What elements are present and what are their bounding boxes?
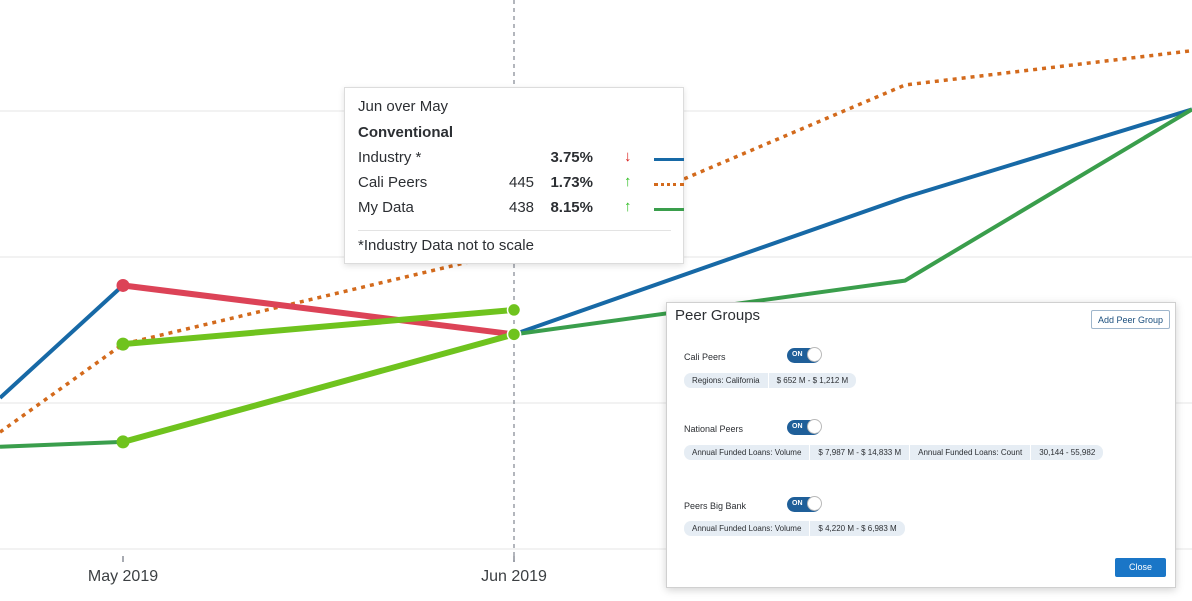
toggle-on-label: ON <box>792 423 803 430</box>
legend-swatch-my-data <box>654 208 684 211</box>
data-point[interactable] <box>506 327 522 342</box>
tooltip-title: Jun over May <box>358 98 449 115</box>
toggle-knob <box>807 419 822 434</box>
add-peer-group-button[interactable]: Add Peer Group <box>1090 310 1170 329</box>
tooltip-divider <box>358 230 671 231</box>
peer-group-filters: Annual Funded Loans: Volume $ 4,220 M - $… <box>684 521 906 539</box>
tooltip-series-pct: 3.75% <box>550 149 593 166</box>
data-point[interactable] <box>506 302 522 318</box>
filter-chip: 30,144 - 55,982 <box>1031 445 1104 460</box>
tooltip-row-my-data: My Data 438 8.15% ↑ <box>358 198 684 224</box>
tooltip-series-pct: 1.73% <box>550 174 593 191</box>
peer-group-toggle[interactable]: ON <box>787 419 822 435</box>
tooltip-series-name: Industry * <box>358 149 422 166</box>
tooltip-footnote: *Industry Data not to scale <box>358 237 534 254</box>
filter-chip: Annual Funded Loans: Volume <box>684 445 810 460</box>
highlight-segment <box>120 331 517 445</box>
tooltip-series-name: Cali Peers <box>358 174 428 191</box>
close-button[interactable]: Close <box>1115 558 1166 577</box>
panel-title: Peer Groups <box>675 307 761 324</box>
filter-chip: Annual Funded Loans: Volume <box>684 521 810 536</box>
data-point[interactable] <box>116 435 130 449</box>
tooltip-series-name: My Data <box>358 199 414 216</box>
x-tick-label: May 2019 <box>88 568 158 585</box>
peer-group-filters: Regions: California $ 652 M - $ 1,212 M <box>684 373 857 391</box>
filter-chip: Annual Funded Loans: Count <box>910 445 1031 460</box>
peer-group-filters: Annual Funded Loans: Volume $ 7,987 M - $… <box>684 445 1104 463</box>
arrow-up-icon: ↑ <box>624 173 632 190</box>
chart-tooltip: Jun over May Conventional Industry * 3.7… <box>344 87 684 264</box>
peer-group-toggle[interactable]: ON <box>787 496 822 512</box>
x-tick-label: Jun 2019 <box>481 568 547 585</box>
toggle-knob <box>807 347 822 362</box>
tooltip-series-count: 438 <box>509 199 535 216</box>
data-point[interactable] <box>116 337 130 351</box>
filter-chip: $ 652 M - $ 1,212 M <box>768 373 857 388</box>
toggle-knob <box>807 496 822 511</box>
toggle-on-label: ON <box>792 351 803 358</box>
tooltip-group-label: Conventional <box>358 124 454 141</box>
arrow-down-icon: ↓ <box>624 148 632 165</box>
filter-chip: $ 7,987 M - $ 14,833 M <box>810 445 910 460</box>
peer-group-name: Peers Big Bank <box>684 501 747 511</box>
toggle-on-label: ON <box>792 500 803 507</box>
series-line-cali-peers <box>0 48 1192 434</box>
highlight-segment <box>120 282 517 338</box>
tooltip-row-industry: Industry * 3.75% ↓ <box>358 148 684 174</box>
tooltip-series-count: 445 <box>509 174 535 191</box>
filter-chip: Regions: California <box>684 373 768 388</box>
peer-group-toggle[interactable]: ON <box>787 347 822 363</box>
legend-swatch-industry <box>654 158 684 161</box>
legend-swatch-cali-peers <box>654 183 684 186</box>
highlight-segment <box>120 306 517 348</box>
tooltip-series-pct: 8.15% <box>550 199 593 216</box>
tooltip-row-cali-peers: Cali Peers 445 1.73% ↑ <box>358 173 684 199</box>
peer-group-name: National Peers <box>684 424 744 434</box>
filter-chip: $ 4,220 M - $ 6,983 M <box>810 521 905 536</box>
arrow-up-icon: ↑ <box>624 198 632 215</box>
peer-group-name: Cali Peers <box>684 352 726 362</box>
data-point[interactable] <box>116 278 130 292</box>
peer-groups-panel: Peer Groups Add Peer Group Cali Peers ON… <box>666 302 1176 588</box>
